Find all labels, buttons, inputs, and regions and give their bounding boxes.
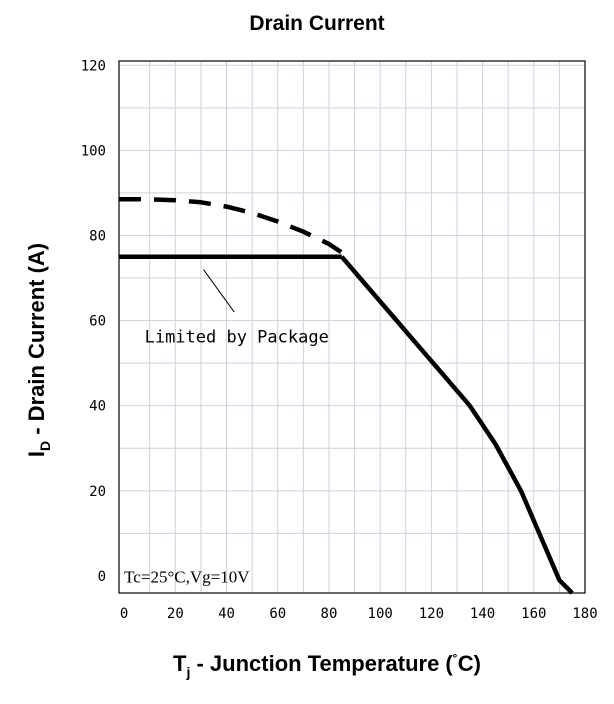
x-tick-label: 20	[167, 606, 184, 622]
y-tick-label: 20	[89, 484, 106, 500]
annotation-limited-by-package: Limited by Package	[145, 328, 329, 348]
annotation-leader-line	[203, 269, 235, 313]
y-tick-labels: 0 20 40 60 80 100 120	[81, 58, 106, 585]
x-tick-label: 100	[368, 606, 393, 622]
x-tick-label: 60	[269, 606, 286, 622]
plot-border	[118, 60, 586, 594]
y-tick-label: 100	[81, 143, 106, 159]
x-tick-label: 140	[470, 606, 495, 622]
y-tick-label: 120	[81, 58, 106, 74]
x-tick-label: 120	[419, 606, 444, 622]
x-axis-title: Tj - Junction Temperature (˚C)	[173, 651, 481, 680]
y-axis-title: ID - Drain Current (A)	[24, 243, 53, 457]
x-tick-labels: 0 20 40 60 80 100 120 140 160 180	[120, 606, 598, 622]
annotation-test-conditions: Tc=25°C,Vg=10V	[124, 567, 250, 586]
series-line-dashed	[119, 197, 344, 255]
x-tick-label: 160	[521, 606, 546, 622]
grid	[119, 61, 585, 593]
y-tick-label: 0	[98, 569, 106, 585]
x-tick-label: 40	[218, 606, 235, 622]
y-tick-label: 60	[89, 314, 106, 330]
y-tick-label: 40	[89, 399, 106, 415]
y-tick-label: 80	[89, 228, 106, 244]
series-lines	[119, 197, 574, 595]
chart-title: Drain Current	[249, 12, 384, 35]
x-tick-label: 80	[321, 606, 338, 622]
x-tick-label: 180	[572, 606, 597, 622]
x-tick-label: 0	[120, 606, 128, 622]
series-line-solid	[340, 255, 574, 595]
